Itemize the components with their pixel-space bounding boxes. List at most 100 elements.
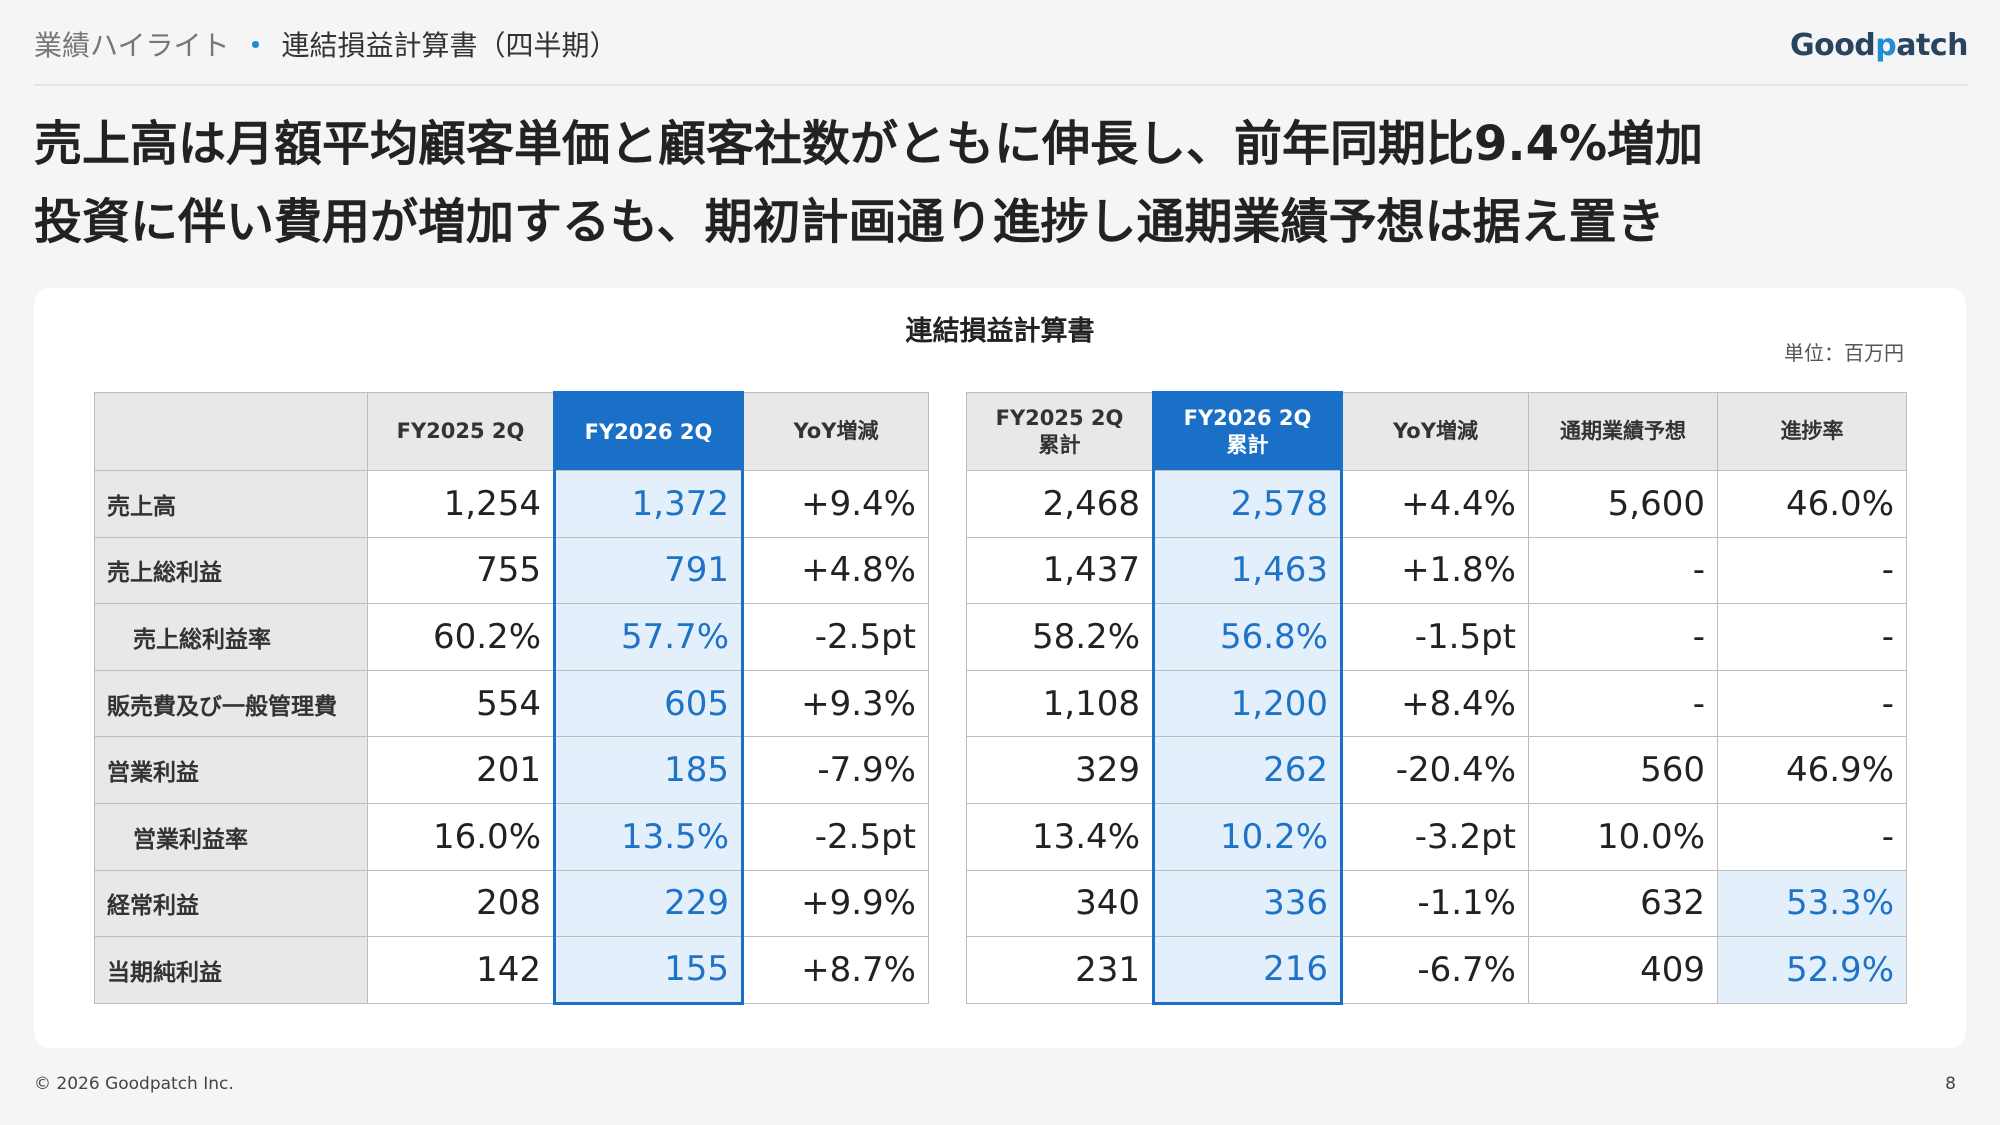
table-cell: +8.4% — [1341, 669, 1529, 738]
row-label: 営業利益率 — [94, 802, 368, 871]
table-cell: 2,468 — [966, 470, 1154, 538]
breadcrumb-section: 業績ハイライト — [34, 29, 230, 62]
table-row: 1,437 1,463 +1.8% - - — [966, 536, 1907, 605]
table-cell: 791 — [553, 536, 744, 605]
table-cell: -3.2pt — [1341, 802, 1529, 871]
copyright: © 2026 Goodpatch Inc. — [34, 1074, 234, 1094]
cumulative-table: FY2025 2Q 累計 FY2026 2Q 累計 YoY増減 通期業績予想 進捗率… — [966, 391, 1907, 1005]
header-full-year-forecast: 通期業績予想 — [1528, 392, 1718, 471]
table-cell: 1,463 — [1152, 536, 1343, 605]
row-label: 販売費及び一般管理費 — [94, 669, 368, 738]
table-row: 231 216 -6.7% 409 52.9% — [966, 936, 1907, 1005]
table-cell: 10.0% — [1528, 802, 1718, 871]
table-row: 営業利益率 16.0% 13.5% -2.5pt — [94, 802, 929, 871]
table-row: 13.4% 10.2% -3.2pt 10.0% - — [966, 802, 1907, 871]
table-cell: 1,200 — [1152, 669, 1343, 738]
breadcrumb-current: 連結損益計算書（四半期） — [281, 29, 618, 62]
table-cell: 1,372 — [553, 470, 744, 538]
table-cell: - — [1717, 669, 1907, 738]
table-cell: 554 — [367, 669, 555, 738]
table-cell: 2,578 — [1152, 470, 1343, 538]
table-cell: 208 — [367, 869, 555, 938]
table-row: 経常利益 208 229 +9.9% — [94, 869, 929, 938]
table-cell: 755 — [367, 536, 555, 605]
header-fy2025-2q: FY2025 2Q — [367, 392, 555, 471]
headline-line-1: 売上高は月額平均顧客単価と顧客社数がともに伸長し、前年同期比9.4%増加 — [34, 116, 1704, 172]
unit-label: 単位：百万円 — [1784, 341, 1904, 365]
table-cell: 605 — [553, 669, 744, 738]
table-cell: 201 — [367, 736, 555, 804]
header: 業績ハイライト・連結損益計算書（四半期） Goodpatch — [34, 22, 1968, 86]
table-cell: -7.9% — [742, 736, 929, 804]
table-cell: 155 — [553, 936, 744, 1005]
table-cell: 1,108 — [966, 669, 1154, 738]
table-row: 販売費及び一般管理費 554 605 +9.3% — [94, 669, 929, 738]
table-row: 売上総利益率 60.2% 57.7% -2.5pt — [94, 603, 929, 671]
breadcrumb-separator: ・ — [241, 29, 270, 62]
table-cell: -1.5pt — [1341, 603, 1529, 671]
table-cell: +1.8% — [1341, 536, 1529, 605]
table-cell: 57.7% — [553, 603, 744, 671]
table-cell: +9.3% — [742, 669, 929, 738]
table-cell: +9.4% — [742, 470, 929, 538]
table-cell: 5,600 — [1528, 470, 1718, 538]
card-title: 連結損益計算書 — [905, 316, 1095, 347]
row-label: 売上総利益 — [94, 536, 368, 605]
table-cell: 229 — [553, 869, 744, 938]
table-cell: - — [1717, 802, 1907, 871]
table-cell: - — [1528, 603, 1718, 671]
table-cell: 13.5% — [553, 802, 744, 871]
table-row: 1,108 1,200 +8.4% - - — [966, 669, 1907, 738]
table-row: 営業利益 201 185 -7.9% — [94, 736, 929, 804]
table-cell: +9.9% — [742, 869, 929, 938]
row-label: 当期純利益 — [94, 936, 368, 1004]
table-cell: 1,254 — [367, 470, 555, 538]
table-cell: 16.0% — [367, 802, 555, 871]
row-label: 営業利益 — [94, 736, 368, 804]
table-cell: 231 — [966, 936, 1154, 1004]
table-row: 当期純利益 142 155 +8.7% — [94, 936, 929, 1005]
header-blank — [94, 392, 368, 471]
header-fy2026-2q-cumulative: FY2026 2Q 累計 — [1152, 391, 1343, 471]
table-cell: 336 — [1152, 869, 1343, 938]
income-statement-card: 連結損益計算書 単位：百万円 FY2025 2Q FY2026 2Q YoY増減… — [34, 288, 1966, 1048]
table-cell: - — [1528, 536, 1718, 605]
table-cell: 632 — [1528, 869, 1718, 938]
row-label: 売上高 — [94, 470, 368, 538]
table-cell: -2.5pt — [742, 603, 929, 671]
table-cell: - — [1717, 536, 1907, 605]
header-fy2026-2q: FY2026 2Q — [553, 391, 744, 471]
table-cell: -2.5pt — [742, 802, 929, 871]
table-cell: 52.9% — [1717, 936, 1907, 1004]
company-logo: Goodpatch — [1789, 28, 1969, 63]
table-cell: 262 — [1152, 736, 1343, 804]
table-cell: 142 — [367, 936, 555, 1004]
table-cell: +8.7% — [742, 936, 929, 1004]
table-cell: -20.4% — [1341, 736, 1529, 804]
table-cell: 60.2% — [367, 603, 555, 671]
table-row: 58.2% 56.8% -1.5pt - - — [966, 603, 1907, 671]
header-yoy: YoY増減 — [742, 392, 929, 471]
table-cell: -6.7% — [1341, 936, 1529, 1004]
table-cell: 409 — [1528, 936, 1718, 1004]
header-progress-rate: 進捗率 — [1717, 392, 1907, 471]
row-label: 経常利益 — [94, 869, 368, 938]
table-cell: 560 — [1528, 736, 1718, 804]
table-cell: 329 — [966, 736, 1154, 804]
table-cell: 10.2% — [1152, 802, 1343, 871]
table-cell: 13.4% — [966, 802, 1154, 871]
cumulative-table-header: FY2025 2Q 累計 FY2026 2Q 累計 YoY増減 通期業績予想 進捗率 — [966, 391, 1907, 471]
headline-line-2: 投資に伴い費用が増加するも、期初計画通り進捗し通期業績予想は据え置き — [34, 194, 1665, 250]
table-cell: 216 — [1152, 936, 1343, 1005]
table-cell: 340 — [966, 869, 1154, 938]
header-yoy-cumulative: YoY増減 — [1341, 392, 1529, 471]
breadcrumb: 業績ハイライト・連結損益計算書（四半期） — [34, 26, 617, 66]
quarter-table-header: FY2025 2Q FY2026 2Q YoY増減 — [94, 391, 929, 471]
page-headline: 売上高は月額平均顧客単価と顧客社数がともに伸長し、前年同期比9.4%増加 投資に… — [34, 105, 1954, 261]
table-row: 340 336 -1.1% 632 53.3% — [966, 869, 1907, 938]
table-cell: 46.9% — [1717, 736, 1907, 804]
row-label: 売上総利益率 — [94, 603, 368, 671]
table-cell: 58.2% — [966, 603, 1154, 671]
table-cell: 53.3% — [1717, 869, 1907, 938]
table-row: 売上総利益 755 791 +4.8% — [94, 536, 929, 605]
